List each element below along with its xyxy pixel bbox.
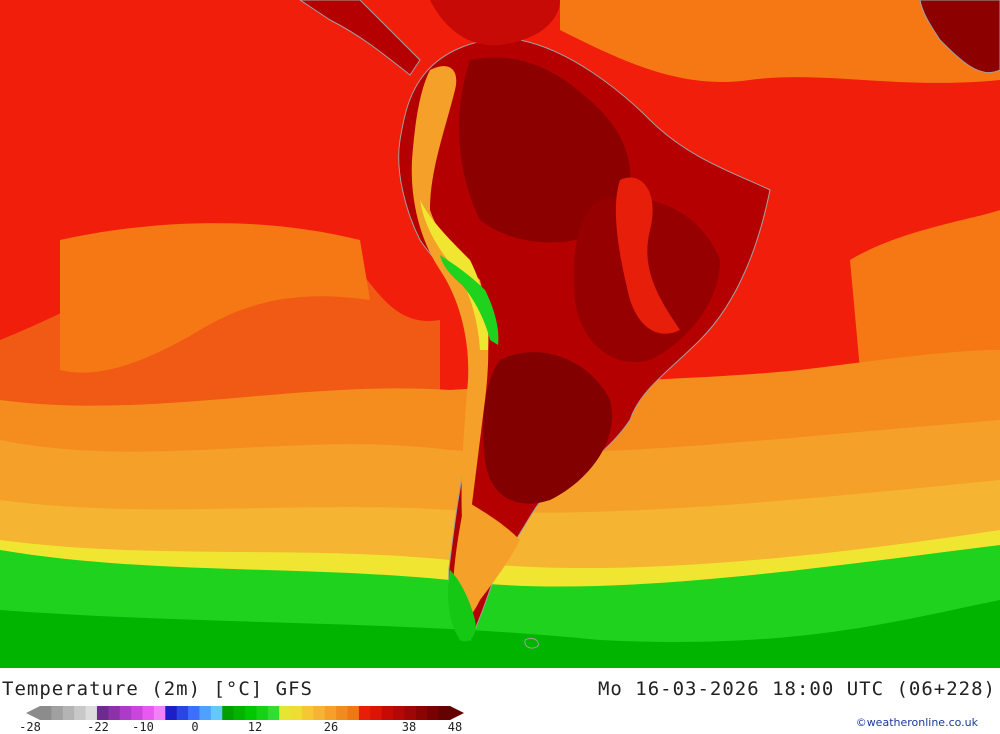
scale-tick: 26 [323, 720, 339, 734]
temperature-map [0, 0, 1000, 668]
scale-tick: 48 [447, 720, 463, 734]
scale-swatch [51, 706, 64, 720]
scale-swatch [85, 706, 98, 720]
scale-swatch [347, 706, 360, 720]
scale-swatch [188, 706, 200, 720]
scale-swatch [427, 706, 440, 720]
scale-swatch [74, 706, 87, 720]
scale-swatch [233, 706, 246, 720]
andes-green [440, 255, 499, 345]
color-scale-ticks: -28 -22 -10 0 12 26 38 48 [0, 720, 480, 734]
scale-tick: 0 [191, 720, 199, 734]
band-north-orange [560, 0, 1000, 83]
scale-swatch [313, 706, 326, 720]
scale-swatch [108, 706, 121, 720]
scale-swatch [290, 706, 303, 720]
scale-swatch [370, 706, 383, 720]
scale-swatch [324, 706, 337, 720]
scale-swatch [301, 706, 314, 720]
scale-swatch [210, 706, 223, 720]
amazon-deep-red [459, 57, 631, 243]
scale-swatch [40, 706, 52, 720]
copyright-link[interactable]: ©weatheronline.co.uk [855, 716, 978, 729]
scale-swatch [256, 706, 269, 720]
scale-swatch [176, 706, 189, 720]
forecast-datetime: Mo 16-03-2026 18:00 UTC (06+228) [597, 678, 996, 700]
band-dark-green [0, 600, 1000, 668]
scale-swatch [96, 706, 109, 720]
patagonia-green [448, 570, 476, 642]
scale-tick: -10 [132, 720, 154, 734]
brazil-highlands-red [615, 177, 680, 334]
scale-swatch [62, 706, 75, 720]
north-africa-edge [919, 0, 1000, 74]
scale-swatch [245, 706, 257, 720]
scale-swatch [438, 706, 451, 720]
scale-swatch [393, 706, 405, 720]
band-orange-west [60, 223, 370, 373]
scale-tick: 12 [247, 720, 263, 734]
scale-swatch [165, 706, 178, 720]
central-america [299, 0, 421, 76]
andes-yellow [420, 200, 489, 350]
scale-swatch [153, 706, 166, 720]
caribbean-red [430, 0, 560, 46]
scale-swatch [267, 706, 280, 720]
scale-tick: -28 [19, 720, 41, 734]
map-title: Temperature (2m) [°C] GFS [2, 678, 313, 700]
scale-swatch [336, 706, 348, 720]
scale-swatch [358, 706, 371, 720]
scale-swatch [279, 706, 292, 720]
argentina-deep-red [483, 352, 612, 504]
scale-swatch [142, 706, 155, 720]
scale-swatch [199, 706, 212, 720]
scale-arrow-right [450, 706, 464, 720]
map-footer: Temperature (2m) [°C] GFS Mo 16-03-2026 … [0, 668, 1000, 734]
scale-tick: 38 [401, 720, 417, 734]
scale-tick: -22 [87, 720, 109, 734]
scale-swatch [381, 706, 394, 720]
andes-orange [411, 66, 489, 520]
scale-swatch [404, 706, 417, 720]
scale-swatch [222, 706, 235, 720]
color-scale [26, 706, 464, 720]
scale-swatch [415, 706, 428, 720]
scale-swatch [131, 706, 143, 720]
scale-swatch [119, 706, 132, 720]
scale-arrow-left [26, 706, 40, 720]
patagonia-orange [453, 500, 520, 624]
falkland-islands [524, 637, 539, 649]
